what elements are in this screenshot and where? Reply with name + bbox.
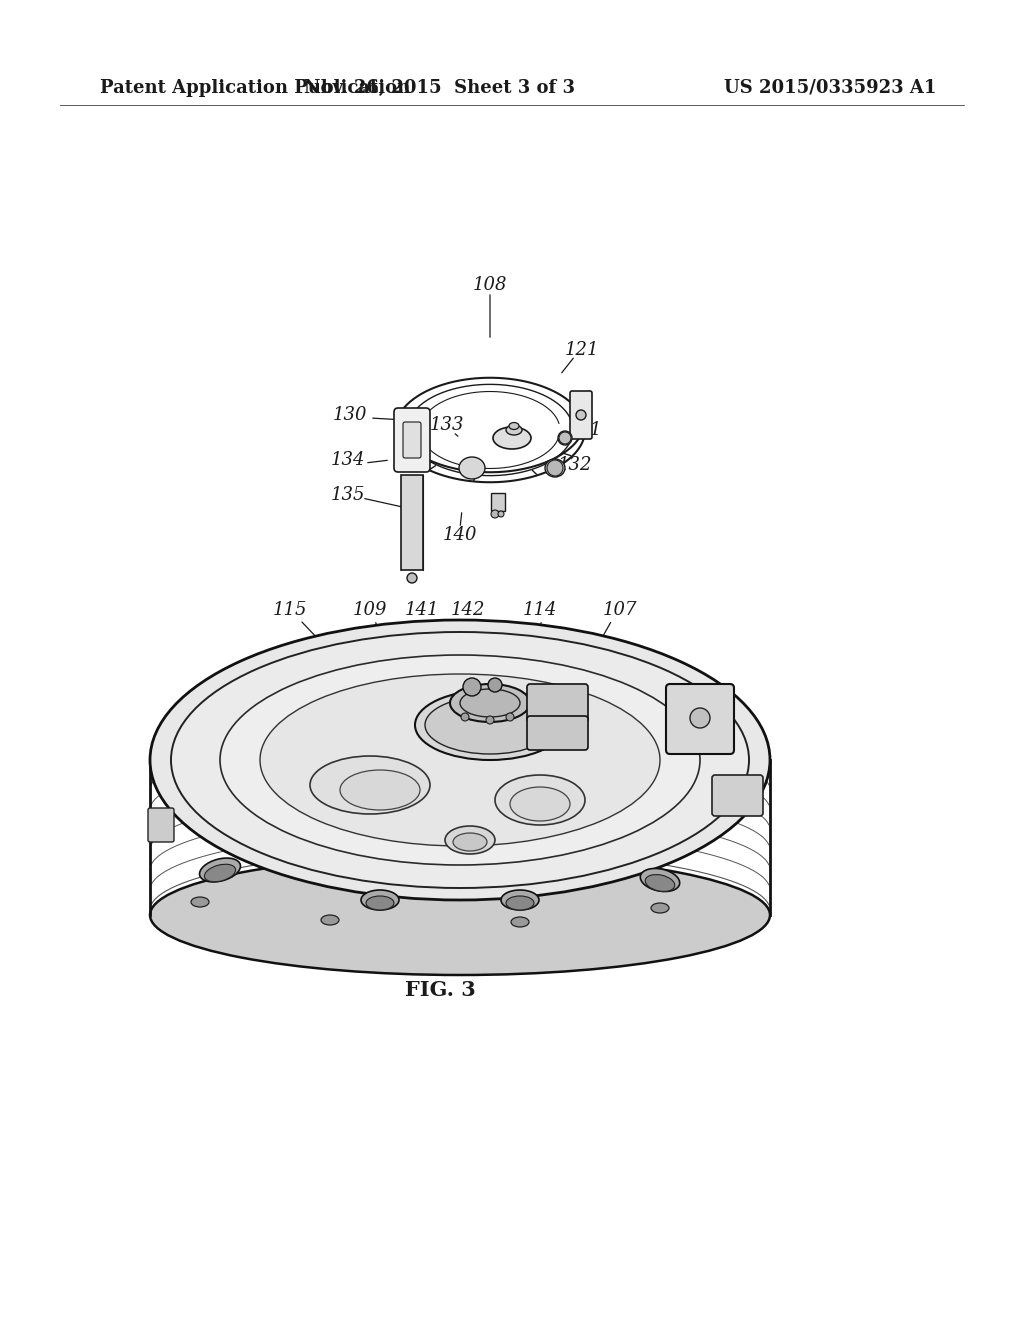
Circle shape [690, 708, 710, 729]
Ellipse shape [495, 775, 585, 825]
Ellipse shape [501, 890, 539, 909]
Ellipse shape [545, 459, 565, 477]
Circle shape [498, 511, 504, 517]
Text: 109: 109 [352, 601, 387, 619]
Text: 115: 115 [272, 601, 307, 619]
Ellipse shape [506, 425, 522, 436]
Ellipse shape [450, 684, 530, 722]
Circle shape [463, 678, 481, 696]
Text: 142: 142 [451, 601, 485, 619]
Ellipse shape [321, 915, 339, 925]
Ellipse shape [510, 787, 570, 821]
Circle shape [506, 713, 514, 721]
Ellipse shape [171, 632, 749, 888]
Ellipse shape [191, 898, 209, 907]
Ellipse shape [459, 457, 485, 479]
Text: 107: 107 [603, 601, 637, 619]
Circle shape [486, 715, 494, 723]
Circle shape [407, 573, 417, 583]
Ellipse shape [558, 432, 572, 445]
Text: 131: 131 [567, 421, 602, 440]
Bar [490, 492, 505, 511]
Text: 135: 135 [331, 486, 366, 504]
FancyBboxPatch shape [527, 684, 588, 722]
Ellipse shape [445, 826, 495, 854]
Ellipse shape [460, 689, 520, 717]
Ellipse shape [651, 903, 669, 913]
Text: 121: 121 [565, 341, 599, 359]
FancyBboxPatch shape [394, 408, 430, 473]
Ellipse shape [260, 675, 660, 846]
Text: 114: 114 [522, 601, 557, 619]
Ellipse shape [366, 896, 394, 909]
Circle shape [461, 713, 469, 721]
FancyBboxPatch shape [403, 422, 421, 458]
FancyBboxPatch shape [666, 684, 734, 754]
Text: FIG. 3: FIG. 3 [404, 979, 475, 1001]
Ellipse shape [150, 620, 770, 900]
Text: 133: 133 [430, 416, 464, 434]
Ellipse shape [310, 756, 430, 814]
Ellipse shape [511, 917, 529, 927]
Ellipse shape [453, 833, 487, 851]
Ellipse shape [150, 855, 770, 975]
Ellipse shape [425, 696, 555, 754]
Ellipse shape [415, 690, 565, 760]
Text: 141: 141 [404, 601, 439, 619]
Text: 134: 134 [331, 451, 366, 469]
Ellipse shape [506, 896, 534, 909]
Text: 110: 110 [678, 709, 713, 727]
FancyBboxPatch shape [148, 808, 174, 842]
Text: Nov. 26, 2015  Sheet 3 of 3: Nov. 26, 2015 Sheet 3 of 3 [304, 79, 575, 96]
FancyBboxPatch shape [570, 391, 592, 440]
FancyBboxPatch shape [527, 715, 588, 750]
Text: Patent Application Publication: Patent Application Publication [100, 79, 411, 96]
Ellipse shape [640, 869, 680, 891]
Ellipse shape [493, 426, 531, 449]
Ellipse shape [361, 890, 399, 909]
Text: 140: 140 [442, 525, 477, 544]
Circle shape [575, 411, 586, 420]
Circle shape [547, 459, 563, 477]
Text: US 2015/0335923 A1: US 2015/0335923 A1 [724, 79, 936, 96]
Ellipse shape [220, 655, 700, 865]
Text: 132: 132 [558, 455, 592, 474]
Text: 108: 108 [473, 276, 507, 294]
Ellipse shape [340, 770, 420, 810]
Ellipse shape [509, 422, 519, 429]
FancyBboxPatch shape [712, 775, 763, 816]
Bar [401, 475, 423, 570]
Circle shape [490, 510, 499, 517]
Ellipse shape [205, 865, 236, 882]
Circle shape [559, 432, 571, 444]
Ellipse shape [200, 858, 241, 882]
Text: 130: 130 [333, 407, 368, 424]
Ellipse shape [645, 875, 675, 891]
Circle shape [488, 678, 502, 692]
